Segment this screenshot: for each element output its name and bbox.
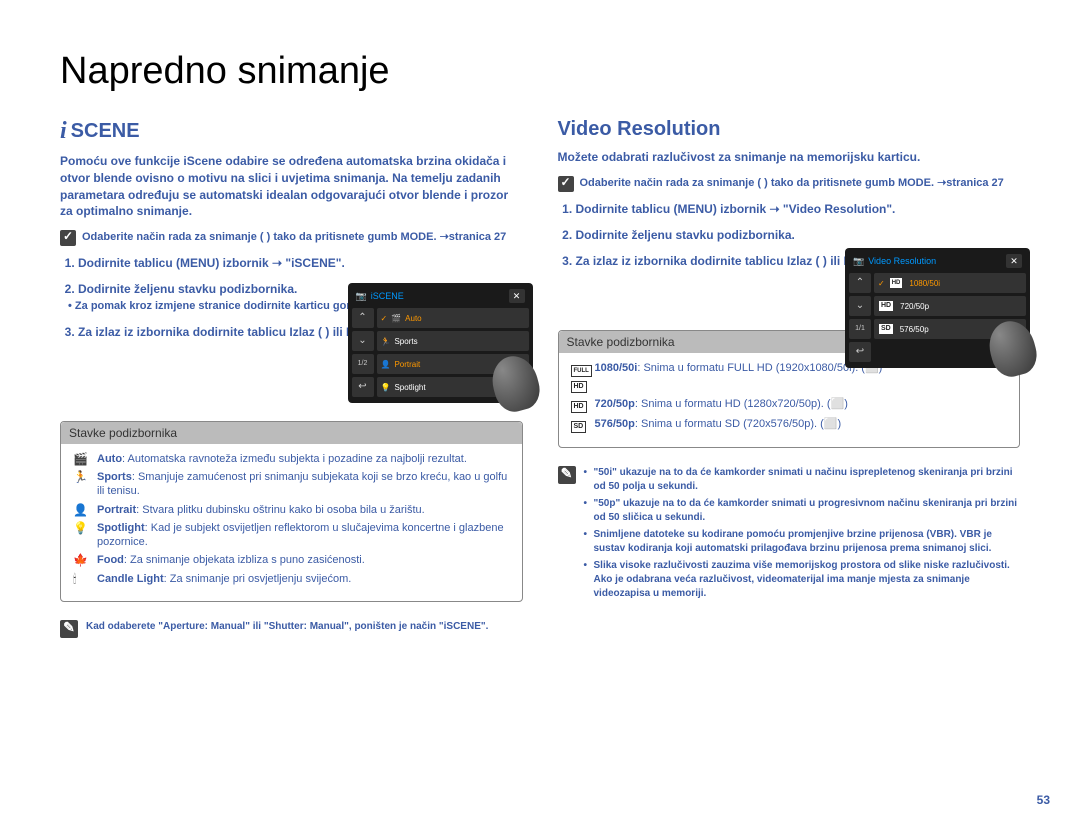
subitem-text: 576/50p: Snima u formatu SD (720x576/50p… xyxy=(595,417,1008,431)
subitem-row: SD 576/50p: Snima u formatu SD (720x576/… xyxy=(571,417,1008,433)
subitem-text: Candle Light: Za snimanje pri osvjetljen… xyxy=(97,572,510,586)
iscene-intro: Pomoću ove funkcije iScene odabire se od… xyxy=(60,153,523,220)
page-title: Napredno snimanje xyxy=(60,50,1020,93)
r-step-2: Dodirnite željenu stavku podizbornika. xyxy=(576,226,1021,244)
subitem-badge-icon: FULLHD xyxy=(571,361,587,393)
step-2-text: Dodirnite željenu stavku podizbornika. xyxy=(78,282,297,296)
subitem-row: 🍁 Food: Za snimanje objekata izbliza s p… xyxy=(73,553,510,567)
iscene-note: ✎ Kad odaberete "Aperture: Manual" ili "… xyxy=(60,620,523,638)
subitem-text: Portrait: Stvara plitku dubinsku oštrinu… xyxy=(97,503,510,517)
page-indicator: 1/2 xyxy=(352,354,374,374)
iscene-heading-text: SCENE xyxy=(71,120,140,143)
note-icon: ✎ xyxy=(60,620,78,638)
precheck-row-right: Odaberite način rada za snimanje ( ) tak… xyxy=(558,176,1021,192)
up-button[interactable]: ⌃ xyxy=(849,273,871,293)
close-icon[interactable]: ✕ xyxy=(509,289,525,303)
cam-item-auto[interactable]: 🎬Auto xyxy=(377,308,529,328)
back-button[interactable]: ↩ xyxy=(849,342,871,362)
back-button[interactable]: ↩ xyxy=(352,377,374,397)
close-icon[interactable]: ✕ xyxy=(1006,254,1022,268)
subitem-badge-icon: HD xyxy=(571,397,587,413)
note-item: Snimljene datoteke su kodirane pomoću pr… xyxy=(584,528,1021,556)
cam-title-right: Video Resolution xyxy=(868,256,936,266)
precheck-text-right: Odaberite način rada za snimanje ( ) tak… xyxy=(580,176,1004,189)
iscene-italic-i: i xyxy=(60,118,67,145)
subitems-title: Stavke podizbornika xyxy=(61,422,522,444)
right-column: Video Resolution Možete odabrati razluči… xyxy=(558,118,1021,638)
check-icon xyxy=(558,176,574,192)
subitem-icon: 💡 xyxy=(73,521,89,535)
iscene-camera-screenshot: 📷 iSCENE ✕ ⌃ ⌄ 1/2 ↩ 🎬Auto 🏃Sports 👤Port… xyxy=(348,283,533,403)
note-item: Slika visoke razlučivosti zauzima više m… xyxy=(584,559,1021,601)
subitem-row: 🎬 Auto: Automatska ravnoteža između subj… xyxy=(73,452,510,466)
cam-icon: 📷 xyxy=(356,291,367,302)
up-button[interactable]: ⌃ xyxy=(352,308,374,328)
cam-item-sports[interactable]: 🏃Sports xyxy=(377,331,529,351)
note-item: "50p" ukazuje na to da će kamkorder snim… xyxy=(584,497,1021,525)
iscene-subitems-box: Stavke podizbornika 🎬 Auto: Automatska r… xyxy=(60,421,523,602)
cam-item-720[interactable]: HD720/50p xyxy=(874,296,1026,316)
r-step-1: Dodirnite tablicu (MENU) izbornik ➝ "Vid… xyxy=(576,200,1021,218)
check-icon xyxy=(60,230,76,246)
cam-title: iSCENE xyxy=(371,291,404,301)
subitem-icon: 👤 xyxy=(73,503,89,517)
cam-item-1080[interactable]: HD1080/50i xyxy=(874,273,1026,293)
page-indicator: 1/1 xyxy=(849,319,871,339)
subitem-icon: 🕯 xyxy=(73,572,89,587)
note-list: "50i" ukazuje na to da će kamkorder snim… xyxy=(584,466,1021,604)
subitem-row: HD 720/50p: Snima u formatu HD (1280x720… xyxy=(571,397,1008,413)
precheck-text: Odaberite način rada za snimanje ( ) tak… xyxy=(82,230,506,243)
subitem-text: Auto: Automatska ravnoteža između subjek… xyxy=(97,452,510,466)
subitem-row: 👤 Portrait: Stvara plitku dubinsku oštri… xyxy=(73,503,510,517)
subitem-row: 🏃 Sports: Smanjuje zamućenost pri sniman… xyxy=(73,470,510,499)
subitem-text: Spotlight: Kad je subjekt osvijetljen re… xyxy=(97,521,510,550)
note-item: "50i" ukazuje na to da će kamkorder snim… xyxy=(584,466,1021,494)
subitem-icon: 🏃 xyxy=(73,470,89,484)
subitem-row: 🕯 Candle Light: Za snimanje pri osvjetlj… xyxy=(73,572,510,587)
down-button[interactable]: ⌄ xyxy=(849,296,871,316)
left-column: i SCENE Pomoću ove funkcije iScene odabi… xyxy=(60,118,523,638)
subitem-badge-icon: SD xyxy=(571,417,587,433)
subitem-text: Food: Za snimanje objekata izbliza s pun… xyxy=(97,553,510,567)
subitem-icon: 🎬 xyxy=(73,452,89,466)
iscene-heading: i SCENE xyxy=(60,118,523,145)
precheck-row: Odaberite način rada za snimanje ( ) tak… xyxy=(60,230,523,246)
step-1-text: Dodirnite tablicu (MENU) izbornik ➝ "iSC… xyxy=(78,256,345,270)
down-button[interactable]: ⌄ xyxy=(352,331,374,351)
subitem-text: Sports: Smanjuje zamućenost pri snimanju… xyxy=(97,470,510,499)
step-1: Dodirnite tablicu (MENU) izbornik ➝ "iSC… xyxy=(78,254,523,272)
cam-icon: 📷 xyxy=(853,256,864,267)
video-res-camera-screenshot: 📷 Video Resolution ✕ ⌃ ⌄ 1/1 ↩ HD1080/50… xyxy=(845,248,1030,368)
video-res-notes: ✎ "50i" ukazuje na to da će kamkorder sn… xyxy=(558,466,1021,604)
video-res-intro: Možete odabrati razlučivost za snimanje … xyxy=(558,149,1021,166)
note-text: Kad odaberete "Aperture: Manual" ili "Sh… xyxy=(86,620,488,638)
page-number: 53 xyxy=(1037,793,1050,807)
subitem-row: 💡 Spotlight: Kad je subjekt osvijetljen … xyxy=(73,521,510,550)
video-res-heading: Video Resolution xyxy=(558,118,1021,141)
subitem-text: 720/50p: Snima u formatu HD (1280x720/50… xyxy=(595,397,1008,411)
subitem-icon: 🍁 xyxy=(73,553,89,567)
note-icon: ✎ xyxy=(558,466,576,484)
